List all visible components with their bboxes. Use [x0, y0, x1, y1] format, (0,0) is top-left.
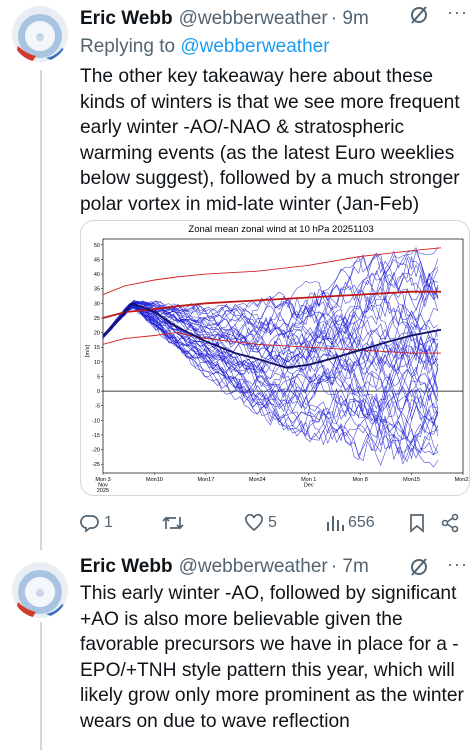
- ensemble-member-line: [102, 305, 439, 468]
- user-handle[interactable]: @webberweather: [178, 8, 328, 29]
- wind-chart: Zonal mean zonal wind at 10 hPa 20251103…: [85, 224, 470, 494]
- ensemble-member-line: [102, 306, 439, 455]
- ensemble-member-line: [102, 306, 439, 466]
- ensemble-member-line: [102, 296, 439, 375]
- tweet-header: Eric Webb @webberweather · 7m: [80, 554, 464, 580]
- y-tick-label: -20: [92, 448, 100, 454]
- display-name[interactable]: Eric Webb: [80, 8, 173, 29]
- like-button[interactable]: 5: [244, 510, 277, 536]
- more-dots-icon[interactable]: ···: [447, 554, 468, 574]
- retweet-icon: [162, 516, 184, 530]
- ensemble-member-line: [102, 303, 439, 403]
- ensemble-member-line: [102, 307, 439, 454]
- display-name[interactable]: Eric Webb: [80, 556, 173, 577]
- y-tick-label: 25: [94, 316, 100, 322]
- tweet[interactable]: Eric Webb @webberweather · 9m ··· Replyi…: [0, 0, 474, 545]
- grok-slash-icon[interactable]: [408, 4, 430, 26]
- x-tick-label: Mon15: [403, 477, 420, 483]
- views-bar-icon: [327, 516, 344, 531]
- views-button[interactable]: 656: [326, 510, 375, 536]
- y-tick-label: 50: [94, 243, 100, 249]
- tweet[interactable]: Eric Webb @webberweather · 7m ··· This e…: [0, 552, 474, 750]
- bookmark-icon: [410, 514, 424, 533]
- y-tick-label: -15: [92, 433, 100, 439]
- tweet-header: Eric Webb @webberweather · 9m: [80, 6, 464, 32]
- ensemble-member-line: [102, 303, 439, 440]
- ensemble-member-line: [102, 302, 439, 365]
- x-tick-label: Mon22: [455, 477, 470, 483]
- y-tick-label: 20: [94, 331, 100, 337]
- retweet-button[interactable]: [162, 510, 188, 536]
- thread-line-bottom: [40, 622, 42, 750]
- timestamp[interactable]: · 9m: [330, 8, 369, 29]
- y-tick-label: 0: [97, 389, 100, 395]
- chart-title: Zonal mean zonal wind at 10 hPa 20251103: [188, 224, 373, 235]
- views-count: 656: [348, 514, 375, 531]
- more-dots-icon[interactable]: ···: [447, 2, 468, 22]
- y-tick-label: 30: [94, 301, 100, 307]
- action-bar: 1 5 656: [80, 510, 466, 536]
- reply-count: 1: [104, 514, 113, 531]
- climatology-min-line: [102, 332, 441, 354]
- ensemble-member-line: [102, 305, 439, 411]
- heart-icon: [245, 513, 263, 532]
- grok-slash-icon[interactable]: [408, 556, 430, 578]
- ensemble-member-line: [102, 301, 439, 366]
- reply-prefix: Replying to: [80, 36, 176, 57]
- share-button[interactable]: [440, 510, 460, 536]
- like-count: 5: [268, 514, 277, 531]
- avatar[interactable]: [12, 562, 68, 618]
- ensemble-member-line: [102, 303, 439, 412]
- climatology-max-line: [102, 247, 442, 296]
- climatology-mean-line: [102, 290, 441, 319]
- x-tick-label: Mon17: [197, 477, 214, 483]
- y-tick-label: -5: [95, 404, 100, 410]
- bookmark-button[interactable]: [408, 510, 426, 536]
- y-axis-label: [m/s]: [85, 345, 91, 357]
- ensemble-mean-line: [102, 302, 442, 369]
- x-tick-label: Mon 8: [352, 477, 367, 483]
- ensemble-member-line: [102, 246, 439, 343]
- chart-image-card[interactable]: Zonal mean zonal wind at 10 hPa 20251103…: [80, 220, 470, 496]
- avatar[interactable]: [12, 6, 68, 62]
- ensemble-member-line: [102, 295, 439, 435]
- x-tick-label: Mon24: [249, 477, 266, 483]
- tweet-text: The other key takeaway here about these …: [80, 66, 460, 215]
- x-tick-label: Mon10: [146, 477, 163, 483]
- y-tick-label: 35: [94, 287, 100, 293]
- ensemble-member-line: [102, 247, 439, 336]
- y-tick-label: 5: [97, 374, 100, 380]
- y-tick-label: 10: [94, 360, 100, 366]
- ensemble-member-line: [102, 303, 439, 444]
- x-tick-label: Mon 3 Nov 2025: [95, 477, 110, 494]
- user-handle[interactable]: @webberweather: [178, 556, 328, 577]
- y-tick-label: -25: [92, 462, 100, 468]
- ensemble-member-line: [102, 306, 439, 465]
- thread-line-top: [40, 70, 42, 550]
- y-tick-label: 45: [94, 257, 100, 263]
- reply-bubble-icon: [80, 515, 99, 533]
- x-tick-label: Mon 1 Dec: [301, 477, 316, 489]
- y-tick-label: 15: [94, 345, 100, 351]
- reply-mention-link[interactable]: @webberweather: [180, 36, 330, 57]
- y-tick-label: 40: [94, 272, 100, 278]
- reply-button[interactable]: 1: [80, 510, 113, 536]
- ensemble-member-line: [102, 306, 439, 425]
- y-tick-label: -10: [92, 418, 100, 424]
- timestamp[interactable]: · 7m: [330, 556, 369, 577]
- reply-context: Replying to @webberweather: [80, 36, 330, 58]
- share-icon: [441, 513, 459, 533]
- tweet-text: This early winter -AO, followed by signi…: [80, 583, 464, 732]
